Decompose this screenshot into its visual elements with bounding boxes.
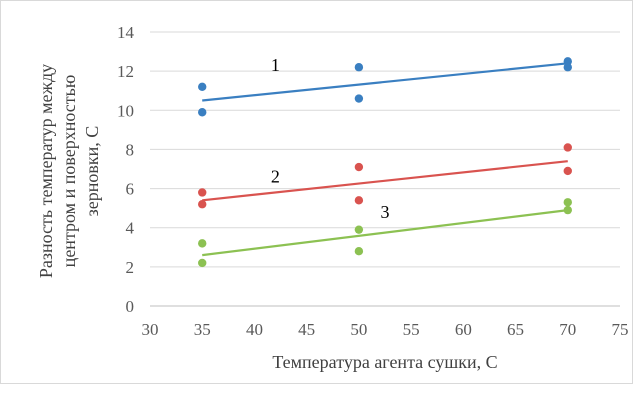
y-tick-label-0: 0 <box>126 297 135 316</box>
point-series-3-1 <box>198 258 207 268</box>
trendline-series-3 <box>202 209 568 257</box>
x-tick-label-50: 50 <box>350 320 367 339</box>
gridlines <box>150 31 620 307</box>
point-series-3-2 <box>354 225 364 234</box>
y-tick-label-12: 12 <box>117 62 134 81</box>
trendlines <box>202 62 568 257</box>
x-axis-title: Температура агента сушки, С <box>272 352 497 372</box>
x-tick-label-70: 70 <box>559 320 576 339</box>
y-tick-label-8: 8 <box>126 140 135 159</box>
chart-border <box>0 0 633 384</box>
series-label-1: 1 <box>271 55 280 75</box>
x-tick-label-30: 30 <box>142 320 159 339</box>
point-series-1-2 <box>354 63 364 72</box>
y-tick-label-10: 10 <box>117 101 134 120</box>
point-series-2-3 <box>354 196 364 205</box>
trendline-series-2 <box>202 160 568 202</box>
y-tick-label-2: 2 <box>126 258 135 277</box>
trendline-series-1 <box>202 62 568 102</box>
x-tick-label-55: 55 <box>403 320 420 339</box>
y-axis-title-line-3: зерновки, С <box>82 126 102 217</box>
y-tick-label-14: 14 <box>117 23 135 42</box>
point-series-3-5 <box>563 205 572 215</box>
point-series-2-4 <box>563 143 572 152</box>
point-series-2-0 <box>198 188 207 197</box>
point-series-2-1 <box>198 200 207 209</box>
y-axis-title: Разность температур между центром и повер… <box>36 64 102 278</box>
point-series-3-4 <box>563 198 572 207</box>
x-tick-label-75: 75 <box>612 320 629 339</box>
x-tick-label-40: 40 <box>246 320 263 339</box>
point-series-1-3 <box>354 94 364 103</box>
x-tick-label-65: 65 <box>507 320 524 339</box>
series-label-3: 3 <box>381 202 390 222</box>
point-series-2-5 <box>563 166 572 176</box>
series-label-2: 2 <box>271 167 280 187</box>
point-series-1-1 <box>198 108 207 117</box>
y-tick-label-4: 4 <box>126 219 135 238</box>
point-series-1-5 <box>563 63 572 72</box>
y-axis-title-line-2: центром и поверхностью <box>59 75 79 268</box>
series-labels: 1 2 3 <box>271 55 390 222</box>
point-series-1-0 <box>198 82 207 92</box>
point-series-2-2 <box>354 162 364 172</box>
point-series-3-0 <box>198 239 207 248</box>
x-tick-label-60: 60 <box>455 320 472 339</box>
data-points <box>198 57 572 268</box>
x-tick-label-35: 35 <box>194 320 211 339</box>
y-axis-title-line-1: Разность температур между <box>36 64 56 278</box>
y-tick-label-6: 6 <box>126 180 135 199</box>
x-tick-label-45: 45 <box>298 320 315 339</box>
point-series-1-4 <box>563 57 572 66</box>
point-series-3-3 <box>354 247 364 256</box>
